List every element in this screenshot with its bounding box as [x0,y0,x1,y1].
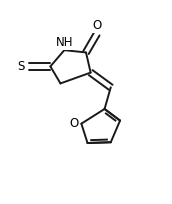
Text: NH: NH [56,35,73,49]
Text: O: O [69,117,78,130]
Text: S: S [17,60,24,73]
Text: O: O [92,19,101,32]
